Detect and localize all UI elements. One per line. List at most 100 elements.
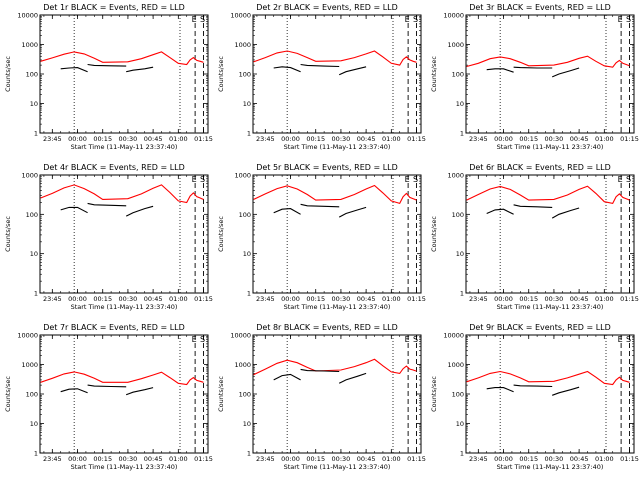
detector-panel: Det 9r BLACK = Events, RED = LLD 1 10 100 10… [426, 320, 639, 480]
plot-frame [39, 174, 209, 294]
x-tick-label: 00:15 [519, 295, 538, 303]
y-tick-label: 100 [26, 71, 38, 79]
y-tick-label: 10 [243, 420, 251, 428]
events-series-line [552, 386, 580, 396]
detector-panel: Det 6r BLACK = Events, RED = LLD 1 10 100 10… [426, 160, 639, 320]
x-tick-label: 01:15 [194, 295, 213, 303]
x-tick-label: 01:00 [382, 455, 401, 463]
y-tick-label: 1 [34, 130, 38, 138]
y-axis-label: Counts/sec [430, 56, 438, 92]
x-tick-label: 01:15 [407, 455, 426, 463]
x-tick-label: 00:00 [68, 295, 87, 303]
y-axis-label: Counts/sec [4, 216, 12, 252]
x-tick-label: 01:00 [382, 295, 401, 303]
x-tick-label: 23:45 [43, 135, 62, 143]
y-axis-label: Counts/sec [4, 376, 12, 412]
x-tick-label: 23:45 [469, 295, 488, 303]
events-series-line [273, 373, 301, 381]
chart-svg: Det 6r BLACK = Events, RED = LLD 1 10 100 10… [430, 163, 639, 311]
plot-frame [252, 174, 422, 294]
x-tick-label: 01:15 [620, 135, 639, 143]
detector-panel: Det 7r BLACK = Events, RED = LLD 1 10 100 10… [0, 320, 213, 480]
chart-svg: Det 3r BLACK = Events, RED = LLD 1 10 100 10… [430, 3, 639, 151]
x-tick-label: 00:30 [545, 135, 564, 143]
events-series-line [126, 387, 154, 396]
lld-series-line [40, 371, 204, 386]
events-series-line [513, 66, 553, 69]
x-tick-label: 01:00 [169, 295, 188, 303]
y-axis-label: Counts/sec [217, 376, 225, 412]
x-tick-label: 00:30 [119, 295, 138, 303]
events-series-line [300, 368, 340, 373]
detector-panel: Det 3r BLACK = Events, RED = LLD 1 10 100 10… [426, 0, 639, 160]
x-tick-label: 01:00 [595, 455, 614, 463]
y-tick-label: 10 [30, 250, 38, 258]
chart-svg: Det 8r BLACK = Events, RED = LLD 1 10 100 10… [217, 323, 426, 471]
x-tick-label: 00:15 [306, 455, 325, 463]
chart-title: Det 1r BLACK = Events, RED = LLD [43, 3, 185, 12]
events-series-line [300, 63, 340, 68]
plot-frame [465, 334, 635, 454]
events-series-line [125, 205, 154, 217]
y-tick-label: 1000 [234, 41, 251, 49]
marker-label: S [626, 175, 631, 184]
y-tick-label: 1000 [21, 172, 38, 180]
y-tick-label: 1000 [447, 361, 464, 369]
x-axis-label: Start Time (11-May-11 23:37:40) [284, 303, 391, 311]
y-tick-label: 10 [456, 250, 464, 258]
y-tick-label: 10000 [230, 12, 251, 20]
lld-series-line [466, 370, 630, 386]
x-tick-label: 23:45 [469, 135, 488, 143]
plot-frame [39, 334, 209, 454]
x-tick-label: 00:15 [519, 135, 538, 143]
x-tick-label: 00:15 [306, 135, 325, 143]
marker-label: S [413, 15, 418, 24]
y-tick-label: 100 [452, 71, 464, 79]
events-series-line [338, 66, 367, 76]
chart-svg: Det 9r BLACK = Events, RED = LLD 1 10 100 10… [430, 323, 639, 471]
x-tick-label: 01:15 [194, 455, 213, 463]
y-tick-label: 10 [456, 420, 464, 428]
x-tick-label: 23:45 [43, 455, 62, 463]
lld-series-line [40, 184, 204, 204]
x-tick-label: 00:45 [570, 135, 589, 143]
detector-panel: Det 1r BLACK = Events, RED = LLD 1 10 100 10… [0, 0, 213, 160]
detector-panel: Det 2r BLACK = Events, RED = LLD 1 10 100 10… [213, 0, 426, 160]
x-tick-label: 01:00 [595, 135, 614, 143]
x-tick-label: 00:15 [306, 295, 325, 303]
x-tick-label: 00:45 [570, 455, 589, 463]
x-tick-label: 00:30 [332, 295, 351, 303]
x-tick-label: 00:30 [332, 135, 351, 143]
y-tick-label: 100 [239, 391, 251, 399]
x-tick-label: 00:15 [93, 455, 112, 463]
events-series-line [551, 67, 580, 78]
x-axis-label: Start Time (11-May-11 23:37:40) [284, 463, 391, 471]
chart-svg: Det 5r BLACK = Events, RED = LLD 1 10 100 10… [217, 163, 426, 311]
x-tick-label: 00:15 [93, 135, 112, 143]
y-tick-label: 1000 [234, 172, 251, 180]
y-tick-label: 1000 [447, 41, 464, 49]
marker-label: E [192, 335, 197, 344]
chart-svg: Det 7r BLACK = Events, RED = LLD 1 10 100 10… [4, 323, 213, 471]
x-tick-label: 00:15 [519, 455, 538, 463]
y-tick-label: 1000 [234, 361, 251, 369]
y-tick-label: 10 [243, 100, 251, 108]
chart-svg: Det 4r BLACK = Events, RED = LLD 1 10 100 10… [4, 163, 213, 311]
detector-panel: Det 4r BLACK = Events, RED = LLD 1 10 100 10… [0, 160, 213, 320]
marker-label: S [200, 15, 205, 24]
x-tick-label: 01:15 [407, 135, 426, 143]
events-series-line [273, 66, 301, 73]
chart-title: Det 4r BLACK = Events, RED = LLD [43, 163, 185, 172]
x-tick-label: 00:00 [281, 135, 300, 143]
x-tick-label: 23:45 [256, 295, 275, 303]
x-tick-label: 00:45 [570, 295, 589, 303]
chart-svg: Det 1r BLACK = Events, RED = LLD 1 10 100 10… [4, 3, 213, 151]
x-tick-label: 23:45 [469, 455, 488, 463]
y-tick-label: 100 [239, 71, 251, 79]
events-series-line [126, 66, 154, 73]
x-tick-label: 01:15 [194, 135, 213, 143]
plot-frame [39, 14, 209, 134]
y-tick-label: 1000 [447, 172, 464, 180]
marker-label: E [405, 15, 410, 24]
